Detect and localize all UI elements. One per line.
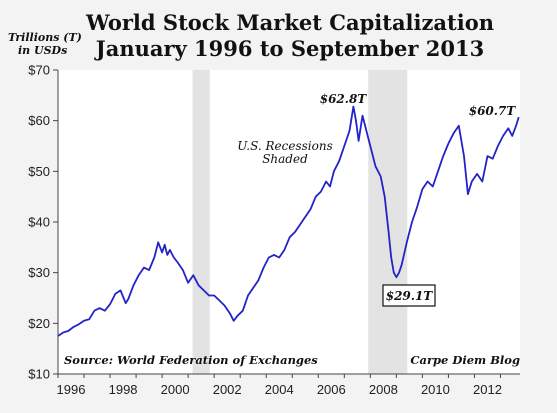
- y-axis-label-line1: Trillions (T): [8, 31, 82, 44]
- y-tick-label: $30: [28, 265, 50, 280]
- chart-title: World Stock Market Capitalization: [85, 10, 494, 35]
- latest-2013-label: $60.7T: [469, 104, 517, 118]
- trough-2009-box: [382, 284, 436, 307]
- plot-area: [58, 70, 520, 374]
- y-tick-label: $20: [28, 316, 50, 331]
- recession-note-line2: Shaded: [262, 152, 308, 166]
- recession-note-line1: U.S. Recessions: [237, 139, 332, 153]
- y-tick-label: $10: [28, 367, 50, 382]
- x-tick-label: 2006: [317, 382, 346, 397]
- y-tick-label: $70: [28, 63, 50, 78]
- x-tick-label: 1998: [109, 382, 138, 397]
- x-tick-label: 2004: [265, 382, 294, 397]
- trough-2009-label: $29.1T: [386, 289, 434, 303]
- x-tick-label: 2000: [161, 382, 190, 397]
- x-tick-label: 1996: [57, 382, 86, 397]
- credit-note: Carpe Diem Blog: [410, 353, 520, 367]
- x-tick-label: 2010: [421, 382, 450, 397]
- recession-band-1: [192, 70, 210, 374]
- chart-subtitle: January 1996 to September 2013: [94, 36, 484, 61]
- source-note: Source: World Federation of Exchanges: [64, 353, 318, 367]
- series-line-1: [57, 105, 520, 337]
- y-tick-label: $60: [28, 113, 50, 128]
- x-tick-label: 2012: [473, 382, 502, 397]
- y-axis-label-line2: in USDs: [18, 44, 67, 57]
- peak-2007-label: $62.8T: [320, 92, 368, 106]
- y-tick-label: $40: [28, 215, 50, 230]
- x-tick-label: 2002: [213, 382, 242, 397]
- x-tick-label: 2008: [369, 382, 398, 397]
- y-tick-label: $50: [28, 164, 50, 179]
